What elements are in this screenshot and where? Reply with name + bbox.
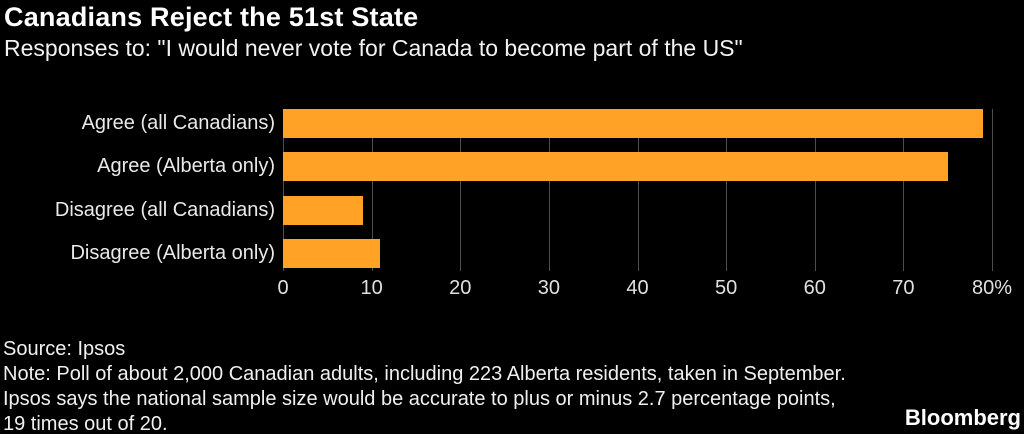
- gridlines: [283, 109, 993, 271]
- source-text: Source: Ipsos: [3, 338, 126, 360]
- bar: [283, 195, 363, 225]
- bar: [283, 238, 381, 268]
- x-tick-label: 70: [892, 277, 915, 299]
- category-label: Agree (all Canadians): [81, 112, 275, 134]
- x-tick-label: 0: [277, 277, 289, 299]
- gridline: [283, 109, 284, 271]
- x-tick-label: 80%: [971, 277, 1013, 299]
- x-tick-label: 50: [715, 277, 738, 299]
- gridline: [548, 109, 550, 271]
- footer-notes: Source: Ipsos Note: Poll of about 2,000 …: [3, 337, 846, 434]
- x-tick-label: 30: [537, 277, 560, 299]
- category-label: Disagree (Alberta only): [70, 241, 275, 264]
- x-tick-label: 40: [626, 277, 649, 299]
- category-label: Disagree (all Canadians): [54, 198, 275, 221]
- chart-title: Canadians Reject the 51st State: [4, 2, 419, 32]
- bar: [283, 109, 984, 138]
- gridline: [637, 109, 639, 271]
- category-label: Agree (Alberta only): [97, 155, 275, 178]
- x-tick-label: 60: [803, 277, 826, 299]
- gridline: [992, 109, 993, 271]
- gridline: [903, 109, 905, 271]
- gridline: [371, 109, 373, 271]
- chart-subtitle: Responses to: "I would never vote for Ca…: [4, 35, 743, 61]
- gridline: [460, 109, 462, 271]
- note-text: Note: Poll of about 2,000 Canadian adult…: [3, 362, 846, 434]
- bloomberg-logo: Bloomberg: [904, 405, 1021, 430]
- x-axis: 0 10 20 30 40 50 60 70 80%: [277, 277, 1012, 303]
- x-tick-label: 20: [449, 277, 472, 299]
- gridline: [726, 109, 728, 271]
- bar: [283, 152, 948, 182]
- note-line: Note: Poll of about 2,000 Canadian adult…: [3, 363, 846, 385]
- note-line: Ipsos says the national sample size woul…: [3, 388, 836, 410]
- note-line: 19 times out of 20.: [3, 413, 168, 434]
- gridline: [814, 109, 816, 271]
- x-tick-label: 10: [360, 277, 383, 299]
